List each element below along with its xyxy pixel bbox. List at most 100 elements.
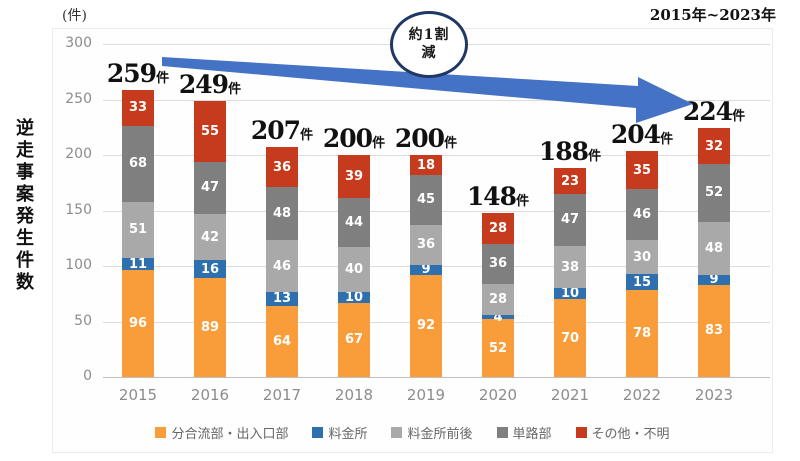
legend-swatch-icon: [575, 427, 587, 438]
segment-value-label: 32: [704, 138, 724, 154]
segment-value-label: 51: [128, 222, 148, 238]
bar-total-label: 200件: [306, 124, 402, 153]
segment-value-label: 9: [709, 272, 719, 288]
segment-value-label: 68: [128, 156, 148, 172]
total-number: 259: [106, 58, 157, 88]
legend-swatch-icon: [155, 427, 167, 438]
total-unit-suffix: 件: [588, 149, 602, 165]
stacked-bar-2018: 67 10 40 44 39: [338, 155, 370, 377]
x-axis-tick-label: 2016: [190, 386, 230, 404]
x-axis-tick-label: 2023: [694, 386, 734, 404]
y-axis-unit-label: (件): [62, 8, 87, 24]
legend-label: 単路部: [512, 427, 552, 442]
legend-label: 分合流部・出入口部: [171, 427, 289, 442]
legend: 分合流部・出入口部 料金所 料金所前後 単路部 その他・不明: [52, 423, 773, 442]
bar-segment: 55: [194, 100, 226, 162]
bar-segment: 45: [410, 175, 442, 225]
bar-segment: 70: [554, 299, 586, 377]
y-axis-tick-label: 200: [65, 146, 92, 162]
bar-total-label: 204件: [594, 120, 690, 149]
segment-value-label: 36: [272, 159, 292, 175]
bar-segment: 47: [554, 193, 586, 247]
bar-segment: 13: [266, 291, 298, 307]
total-number: 249: [178, 69, 229, 99]
stacked-bar-2022: 78 15 30 46 35: [626, 150, 658, 377]
bar-segment: 78: [626, 290, 658, 377]
bar-segment: 4: [482, 310, 514, 324]
segment-value-label: 11: [128, 256, 148, 272]
bar-segment: 23: [554, 168, 586, 194]
x-axis-tick-label: 2019: [406, 386, 446, 404]
stacked-bar-2015: 96 11 51 68 33: [122, 89, 154, 377]
bar-segment: 35: [626, 150, 658, 190]
total-unit-suffix: 件: [660, 131, 674, 147]
legend-label: 料金所前後: [407, 427, 473, 442]
segment-value-label: 46: [272, 258, 292, 274]
bar-segment: 40: [338, 247, 370, 292]
bar-total-label: 200件: [378, 124, 474, 153]
bar-segment: 52: [698, 163, 730, 222]
segment-value-label: 13: [272, 291, 292, 307]
segment-value-label: 47: [200, 180, 220, 196]
stacked-bar-2020: 52 4 28 36 28: [482, 212, 514, 377]
bar-segment: 42: [194, 213, 226, 261]
segment-value-label: 78: [632, 326, 652, 342]
segment-value-label: 83: [704, 323, 724, 339]
legend-item: 分合流部・出入口部: [155, 423, 288, 442]
y-axis-tick-label: 300: [65, 35, 92, 51]
total-unit-suffix: 件: [300, 128, 314, 144]
stacked-bar-2021: 70 10 38 47 23: [554, 168, 586, 377]
bar-segment: 67: [338, 302, 370, 377]
bar-segment: 32: [698, 128, 730, 164]
total-unit-suffix: 件: [228, 81, 242, 97]
legend-item: 料金所前後: [391, 423, 473, 442]
annotation-text-line1: 約1割: [408, 27, 450, 43]
y-axis-title: 逆走事案発生件数: [13, 118, 34, 294]
bar-segment: 46: [626, 189, 658, 241]
segment-value-label: 9: [421, 262, 431, 278]
bar-segment: 64: [266, 305, 298, 377]
segment-value-label: 45: [416, 192, 436, 208]
total-number: 224: [682, 97, 733, 127]
segment-value-label: 89: [200, 320, 220, 336]
segment-value-label: 16: [200, 261, 220, 277]
segment-value-label: 52: [488, 340, 508, 356]
segment-value-label: 23: [560, 173, 580, 189]
bar-segment: 36: [482, 243, 514, 284]
bar-segment: 46: [266, 240, 298, 292]
segment-value-label: 92: [416, 318, 436, 334]
bar-segment: 28: [482, 283, 514, 315]
bar-segment: 10: [338, 291, 370, 304]
stacked-bar-2023: 83 9 48 52 32: [698, 128, 730, 377]
total-number: 207: [250, 116, 301, 146]
segment-value-label: 96: [128, 316, 148, 332]
bar-segment: 48: [698, 221, 730, 275]
segment-value-label: 35: [632, 162, 652, 178]
bar-segment: 9: [698, 272, 730, 288]
total-number: 200: [322, 124, 373, 153]
bar-segment: 18: [410, 155, 442, 176]
total-number: 200: [394, 124, 445, 153]
x-axis-tick-label: 2015: [118, 386, 158, 404]
bar-segment: 38: [554, 246, 586, 289]
legend-item: その他・不明: [575, 423, 670, 442]
total-number: 204: [610, 119, 661, 149]
segment-value-label: 28: [488, 220, 508, 236]
segment-value-label: 44: [344, 215, 364, 231]
segment-value-label: 28: [488, 291, 508, 307]
segment-value-label: 70: [560, 330, 580, 346]
bar-segment: 33: [122, 89, 154, 127]
bar-total-label: 224件: [666, 97, 762, 126]
bar-segment: 11: [122, 256, 154, 272]
total-number: 148: [466, 181, 517, 211]
bar-segment: 68: [122, 126, 154, 202]
legend-swatch-icon: [496, 427, 508, 438]
stacked-bar-2016: 89 16 42 47 55: [194, 100, 226, 377]
bar-segment: 30: [626, 240, 658, 274]
total-number: 188: [538, 137, 589, 167]
segment-value-label: 55: [200, 123, 220, 139]
bar-segment: 51: [122, 201, 154, 259]
bar-segment: 96: [122, 270, 154, 377]
stacked-bar-2017: 64 13 46 48 36: [266, 147, 298, 377]
